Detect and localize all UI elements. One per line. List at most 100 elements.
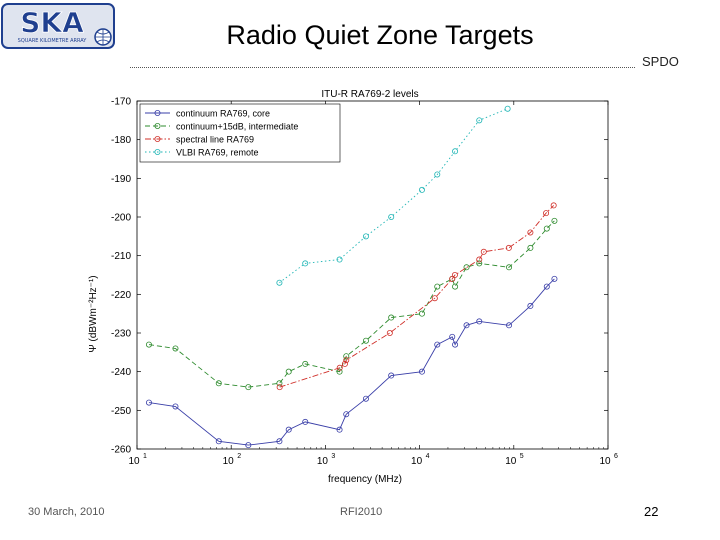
- data-point: [431, 295, 438, 302]
- data-point: [386, 329, 393, 336]
- data-point: [285, 426, 292, 433]
- legend-label: continuum RA769, core: [176, 109, 270, 119]
- x-tick-label: 10: [599, 456, 611, 467]
- ska-logo: SKA SQUARE KILOMETRE ARRAY: [1, 3, 115, 49]
- data-point: [362, 395, 369, 402]
- data-point: [434, 171, 441, 178]
- data-point: [145, 399, 152, 406]
- x-tick-exponent: 4: [426, 453, 430, 460]
- legend-label: spectral line RA769: [176, 135, 254, 145]
- data-point: [172, 345, 179, 352]
- data-point: [285, 368, 292, 375]
- data-point: [452, 341, 459, 348]
- data-point: [480, 248, 487, 255]
- data-point: [215, 438, 222, 445]
- y-tick-label: -190: [111, 174, 131, 185]
- series-line: [279, 108, 508, 284]
- data-point: [543, 283, 550, 290]
- data-point: [434, 283, 441, 290]
- data-point: [452, 148, 459, 155]
- legend-marker: [154, 149, 161, 156]
- data-point: [276, 380, 283, 387]
- x-tick-exponent: 1: [143, 453, 147, 460]
- legend-marker: [154, 109, 161, 116]
- data-point: [362, 337, 369, 344]
- data-point: [388, 372, 395, 379]
- y-tick-label: -230: [111, 329, 131, 340]
- data-point: [551, 217, 558, 224]
- x-tick-exponent: 5: [520, 453, 524, 460]
- data-point: [418, 310, 425, 317]
- data-point: [418, 186, 425, 193]
- data-point: [504, 105, 511, 112]
- data-point: [476, 117, 483, 124]
- y-tick-label: -200: [111, 213, 131, 224]
- logo-text: SKA: [20, 6, 84, 39]
- page-number: 22: [644, 504, 659, 519]
- data-point: [476, 318, 483, 325]
- data-point: [336, 364, 343, 371]
- data-point: [551, 275, 558, 282]
- data-point: [506, 264, 513, 271]
- data-point: [476, 256, 483, 263]
- logo-subtext: SQUARE KILOMETRE ARRAY: [18, 38, 88, 44]
- data-point: [276, 384, 283, 391]
- data-point: [336, 368, 343, 375]
- data-point: [302, 418, 309, 425]
- y-axis-label: Ψ (dBWm⁻²Hz⁻¹): [88, 275, 99, 352]
- data-point: [527, 229, 534, 236]
- data-point: [276, 438, 283, 445]
- x-tick-label: 10: [223, 456, 235, 467]
- x-tick-label: 10: [505, 456, 517, 467]
- data-point: [302, 360, 309, 367]
- y-tick-label: -220: [111, 290, 131, 301]
- slide-title: Radio Quiet Zone Targets: [226, 20, 534, 50]
- chart: ITU-R RA769-2 levels -170 -180 -190 -200 -21…: [88, 89, 618, 485]
- data-point: [215, 380, 222, 387]
- data-point: [452, 283, 459, 290]
- data-point: [362, 233, 369, 240]
- series-3: [276, 202, 557, 391]
- data-point: [418, 368, 425, 375]
- data-point: [543, 225, 550, 232]
- data-point: [463, 322, 470, 329]
- legend-label: VLBI RA769, remote: [176, 148, 259, 158]
- data-point: [336, 256, 343, 263]
- chart-title: ITU-R RA769-2 levels: [321, 89, 418, 100]
- x-tick-label: 10: [128, 456, 140, 467]
- footer-conference: RFI2010: [340, 506, 383, 518]
- data-point: [476, 260, 483, 267]
- y-tick-label: -170: [111, 97, 131, 108]
- legend-marker: [154, 136, 161, 143]
- data-point: [527, 302, 534, 309]
- data-point: [388, 213, 395, 220]
- data-point: [343, 411, 350, 418]
- series-1: [145, 275, 558, 449]
- data-point: [451, 271, 458, 278]
- y-tick-label: -180: [111, 135, 131, 146]
- data-point: [245, 384, 252, 391]
- x-tick-exponent: 3: [331, 453, 335, 460]
- footer-date: 30 March, 2010: [28, 506, 105, 518]
- data-point: [145, 341, 152, 348]
- data-point: [341, 360, 348, 367]
- data-point: [276, 279, 283, 286]
- org-label: SPDO: [642, 54, 679, 69]
- data-point: [543, 210, 550, 217]
- x-tick-exponent: 2: [237, 453, 241, 460]
- legend-label: continuum+15dB, intermediate: [176, 122, 298, 132]
- data-point: [506, 322, 513, 329]
- data-point: [343, 357, 350, 364]
- data-point: [172, 403, 179, 410]
- data-point: [336, 426, 343, 433]
- x-tick-label: 10: [317, 456, 329, 467]
- x-axis-label: frequency (MHz): [328, 474, 402, 485]
- data-point: [449, 333, 456, 340]
- data-point: [343, 353, 350, 360]
- y-tick-label: -250: [111, 406, 131, 417]
- data-point: [245, 442, 252, 449]
- data-point: [434, 341, 441, 348]
- data-point: [550, 202, 557, 209]
- data-point: [302, 260, 309, 267]
- data-point: [463, 264, 470, 271]
